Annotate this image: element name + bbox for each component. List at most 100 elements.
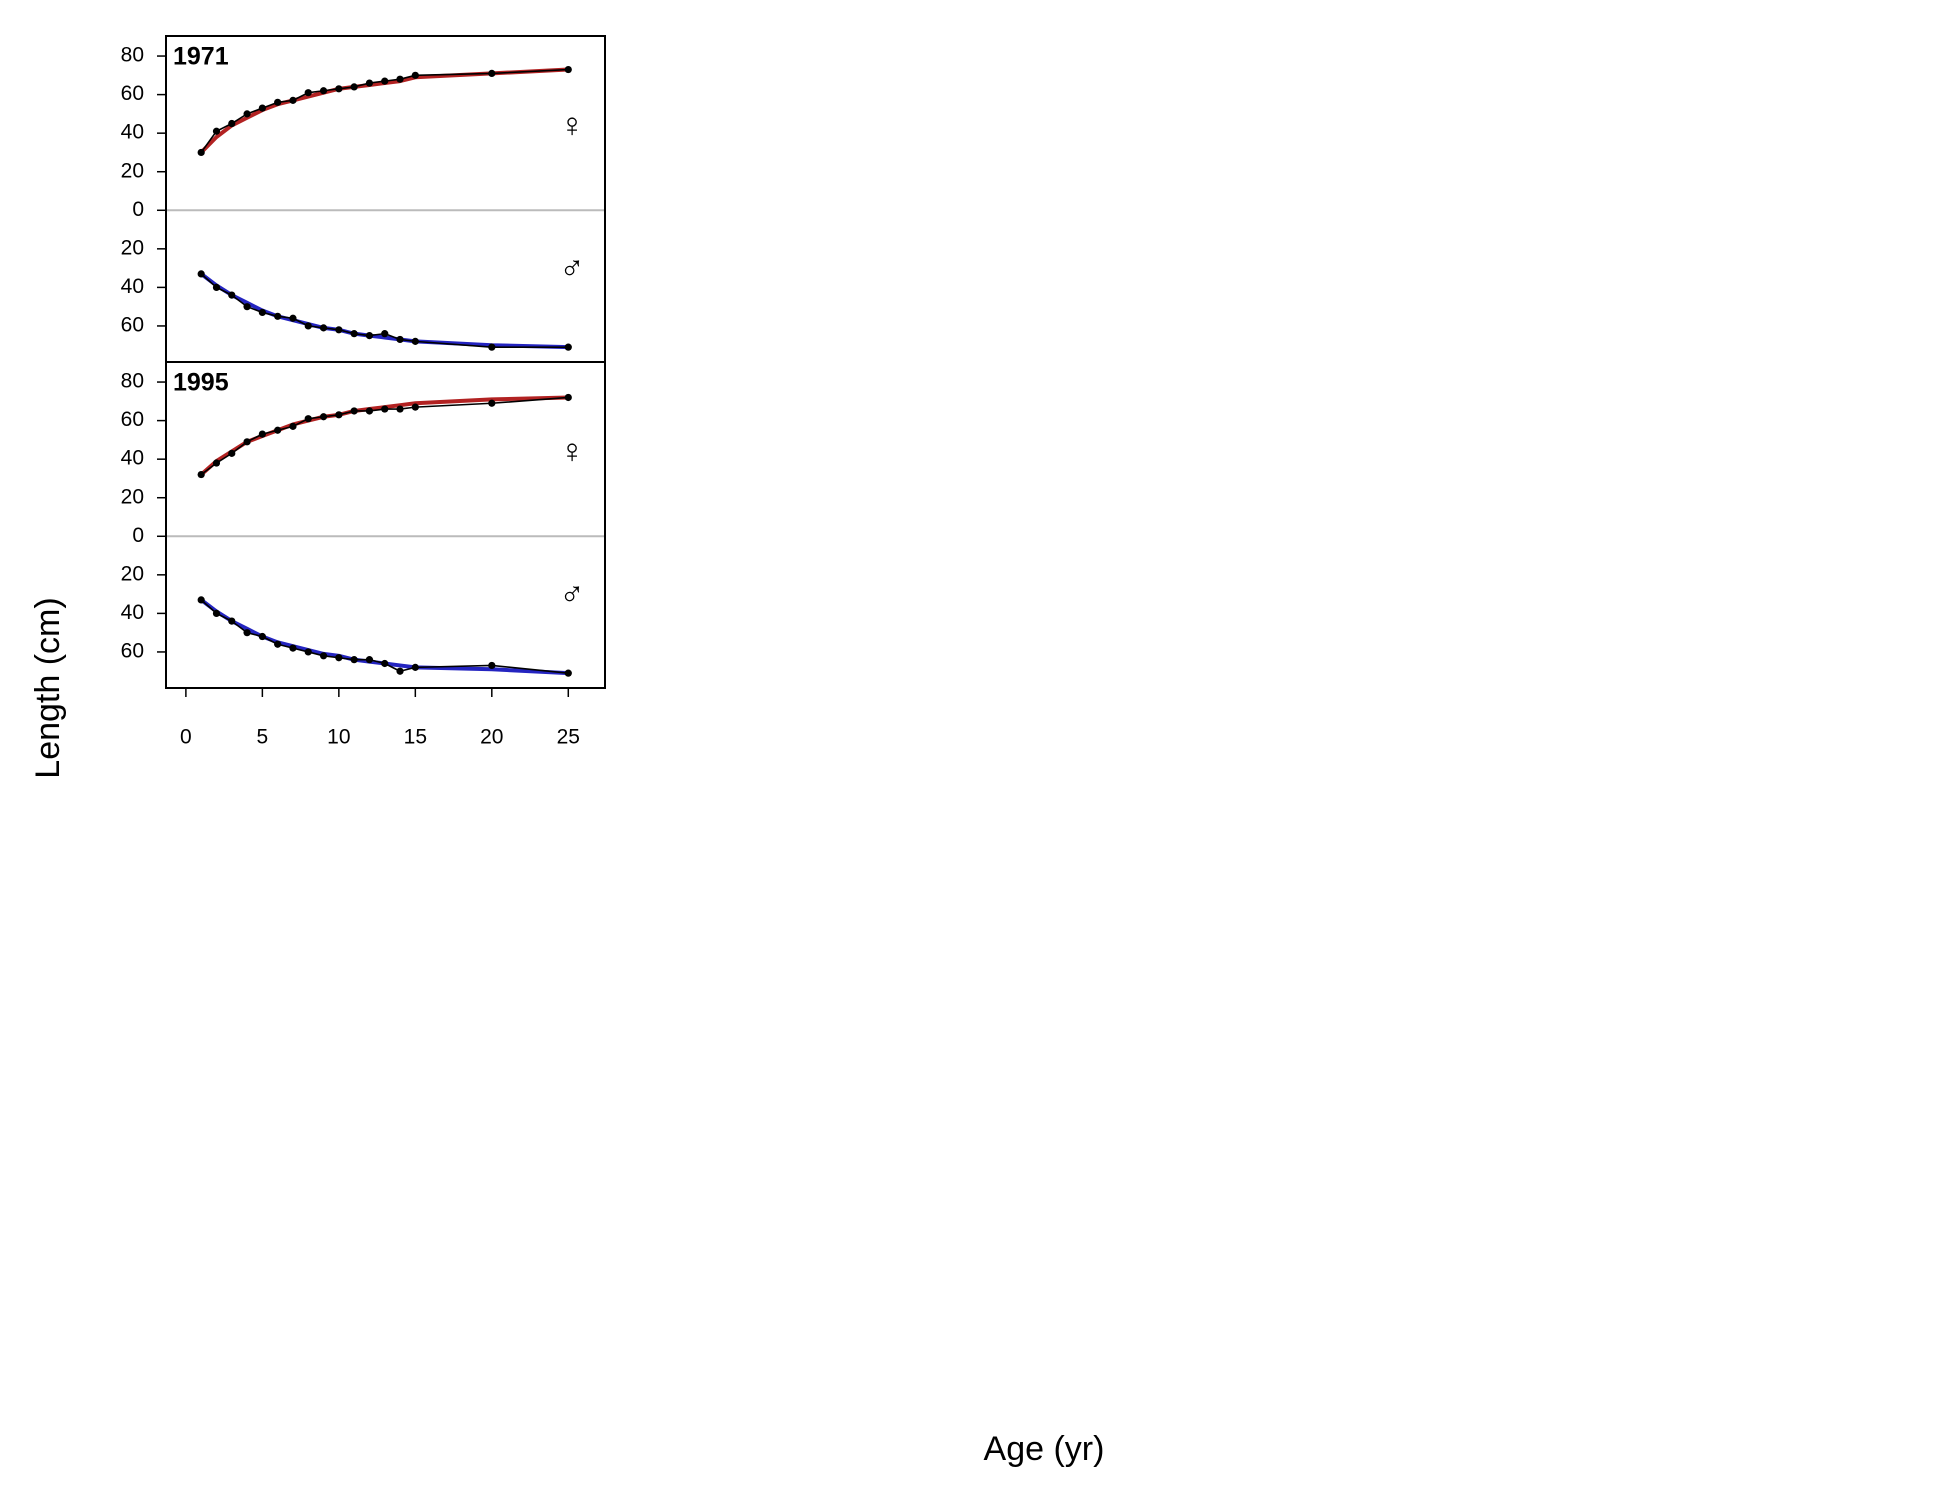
sex-symbol: ♂ bbox=[559, 250, 585, 288]
observed-point bbox=[212, 283, 221, 291]
observed-point bbox=[365, 331, 374, 340]
y-tick-label: 40 bbox=[121, 601, 144, 624]
observed-point bbox=[564, 393, 572, 402]
observed-point bbox=[564, 343, 572, 351]
y-tick-label: 20 bbox=[121, 485, 144, 508]
x-axis-label: Age (yr) bbox=[984, 1430, 1105, 1468]
observed-point bbox=[396, 75, 404, 83]
observed-point bbox=[365, 407, 374, 415]
y-tick-label: 40 bbox=[121, 275, 144, 298]
observed-point bbox=[381, 405, 389, 413]
x-tick-label: 10 bbox=[327, 726, 350, 749]
observed-point bbox=[335, 326, 343, 334]
observed-point bbox=[304, 415, 312, 423]
observed-point bbox=[274, 426, 282, 434]
observed-point bbox=[396, 335, 404, 344]
panel-title: 1995 bbox=[173, 369, 229, 397]
observed-point bbox=[319, 652, 328, 660]
observed-point bbox=[212, 459, 221, 467]
observed-point bbox=[258, 430, 266, 438]
panel-frame bbox=[165, 361, 606, 689]
observed-point bbox=[304, 89, 312, 97]
observed-point bbox=[411, 337, 419, 345]
observed-point bbox=[381, 659, 389, 668]
observed-point bbox=[197, 270, 205, 278]
observed-point bbox=[564, 65, 572, 74]
observed-point bbox=[411, 663, 419, 671]
observed-point bbox=[350, 83, 358, 91]
y-axis-label: Length (cm) bbox=[29, 597, 67, 778]
observed-point bbox=[365, 79, 374, 87]
x-tick-label: 15 bbox=[404, 726, 427, 749]
y-tick-label: 20 bbox=[121, 236, 144, 259]
observed-point bbox=[243, 303, 251, 311]
observed-point bbox=[258, 632, 266, 641]
observed-point bbox=[335, 411, 343, 419]
observed-point bbox=[381, 77, 389, 85]
observed-point bbox=[243, 110, 251, 118]
y-tick-label: 80 bbox=[121, 44, 144, 67]
observed-point bbox=[381, 330, 389, 338]
observed-point bbox=[396, 667, 404, 675]
y-tick-label: 40 bbox=[121, 121, 144, 144]
x-tick-label: 25 bbox=[557, 726, 580, 749]
observed-point bbox=[228, 291, 236, 299]
observed-point bbox=[228, 119, 236, 128]
y-tick-label: 20 bbox=[121, 159, 144, 182]
observed-point bbox=[243, 629, 251, 637]
y-tick-label: 0 bbox=[132, 524, 144, 547]
x-tick-label: 20 bbox=[480, 726, 503, 749]
observed-point bbox=[304, 648, 312, 656]
observed-point bbox=[197, 148, 205, 157]
y-tick-label: 60 bbox=[121, 408, 144, 431]
observed-point bbox=[488, 399, 496, 407]
sex-symbol: ♂ bbox=[559, 576, 585, 614]
sex-symbol: ♀ bbox=[559, 432, 585, 470]
observed-point bbox=[289, 422, 297, 430]
observed-point bbox=[488, 69, 496, 78]
y-tick-label: 20 bbox=[121, 562, 144, 585]
observed-point bbox=[197, 596, 205, 604]
observed-point bbox=[350, 330, 358, 338]
observed-point bbox=[304, 322, 312, 330]
y-tick-label: 0 bbox=[132, 198, 144, 221]
y-tick-label: 80 bbox=[121, 370, 144, 393]
observed-point bbox=[488, 661, 496, 670]
sex-symbol: ♀ bbox=[559, 106, 585, 144]
observed-point bbox=[228, 449, 236, 457]
observed-point bbox=[197, 470, 205, 479]
observed-point bbox=[274, 98, 282, 106]
observed-point bbox=[335, 654, 343, 662]
observed-point bbox=[243, 438, 251, 446]
observed-point bbox=[258, 104, 266, 112]
observed-point bbox=[335, 85, 343, 93]
observed-point bbox=[274, 312, 282, 320]
x-tick-label: 0 bbox=[180, 726, 192, 749]
observed-point bbox=[319, 324, 328, 332]
observed-point bbox=[319, 413, 328, 421]
observed-point bbox=[228, 617, 236, 625]
observed-point bbox=[350, 656, 358, 664]
panel-title: 1971 bbox=[173, 43, 229, 71]
y-tick-label: 60 bbox=[121, 639, 144, 662]
observed-point bbox=[289, 314, 297, 322]
observed-point bbox=[411, 71, 419, 79]
observed-point bbox=[488, 343, 496, 351]
y-tick-label: 60 bbox=[121, 82, 144, 105]
observed-point bbox=[212, 609, 221, 617]
observed-point bbox=[350, 407, 358, 415]
y-tick-label: 60 bbox=[121, 313, 144, 336]
observed-point bbox=[289, 644, 297, 652]
observed-point bbox=[319, 87, 328, 95]
x-tick-label: 5 bbox=[257, 726, 269, 749]
observed-point bbox=[274, 640, 282, 648]
observed-point bbox=[365, 656, 374, 664]
observed-point bbox=[411, 403, 419, 411]
y-tick-label: 40 bbox=[121, 447, 144, 470]
observed-point bbox=[258, 308, 266, 317]
observed-point bbox=[212, 127, 221, 135]
observed-point bbox=[396, 405, 404, 413]
observed-point bbox=[289, 96, 297, 104]
observed-point bbox=[564, 669, 572, 677]
